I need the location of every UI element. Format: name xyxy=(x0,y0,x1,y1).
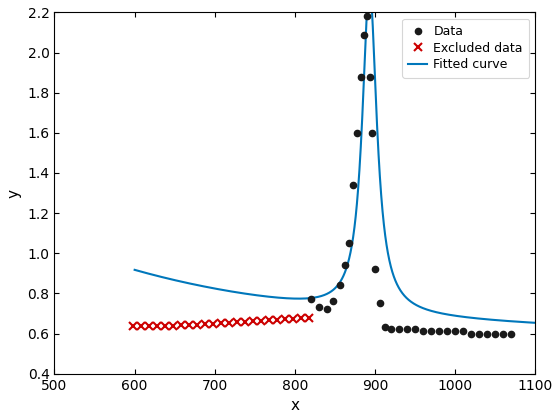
Data xyxy=(354,130,361,135)
Excluded data xyxy=(282,317,289,322)
Excluded data xyxy=(146,323,152,328)
Excluded data xyxy=(306,315,312,320)
Data xyxy=(444,329,451,334)
Fitted curve xyxy=(285,296,292,301)
Excluded data xyxy=(202,322,208,327)
Y-axis label: y: y xyxy=(7,189,22,197)
Data xyxy=(476,331,483,336)
Excluded data xyxy=(178,323,184,328)
Data xyxy=(337,283,343,288)
Excluded data xyxy=(242,319,249,324)
Data xyxy=(364,14,371,19)
Excluded data xyxy=(226,320,232,325)
Data xyxy=(372,267,379,272)
Data xyxy=(357,74,364,79)
Fitted curve xyxy=(524,320,531,325)
Fitted curve xyxy=(131,267,138,272)
Fitted curve xyxy=(201,284,208,289)
Excluded data xyxy=(274,317,281,322)
Excluded data xyxy=(162,323,169,328)
Excluded data xyxy=(234,320,241,325)
Excluded data xyxy=(258,318,265,323)
Data xyxy=(316,305,323,310)
Data xyxy=(484,331,491,336)
Excluded data xyxy=(170,323,176,328)
Line: Data: Data xyxy=(308,13,515,337)
Line: Fitted curve: Fitted curve xyxy=(134,0,535,323)
Data xyxy=(346,241,353,246)
Data xyxy=(366,74,373,79)
Excluded data xyxy=(130,324,137,329)
Data xyxy=(492,331,499,336)
Excluded data xyxy=(154,323,161,328)
Fitted curve xyxy=(302,296,309,301)
Data xyxy=(324,307,330,312)
Data xyxy=(381,325,388,330)
Excluded data xyxy=(290,316,297,321)
Excluded data xyxy=(194,322,200,327)
Excluded data xyxy=(186,323,193,328)
Excluded data xyxy=(218,321,225,326)
Legend: Data, Excluded data, Fitted curve: Data, Excluded data, Fitted curve xyxy=(402,19,529,78)
Data xyxy=(468,331,475,336)
Data xyxy=(376,301,383,306)
Data xyxy=(341,263,348,268)
Line: Excluded data: Excluded data xyxy=(129,314,314,331)
Data xyxy=(368,130,375,135)
Fitted curve xyxy=(481,317,488,322)
Data xyxy=(428,329,435,334)
Fitted curve xyxy=(177,279,184,284)
Data xyxy=(404,327,410,332)
Excluded data xyxy=(210,321,217,326)
Data xyxy=(307,297,314,302)
Data xyxy=(396,327,403,332)
Fitted curve xyxy=(532,320,539,326)
Data xyxy=(420,329,427,334)
X-axis label: x: x xyxy=(291,398,300,413)
Data xyxy=(330,299,337,304)
Data xyxy=(412,327,418,332)
Data xyxy=(388,327,394,332)
Data xyxy=(452,329,459,334)
Excluded data xyxy=(266,318,273,323)
Data xyxy=(361,32,367,37)
Data xyxy=(436,329,442,334)
Data xyxy=(500,331,507,336)
Excluded data xyxy=(250,319,256,324)
Excluded data xyxy=(138,324,144,329)
Data xyxy=(460,329,466,334)
Data xyxy=(350,183,357,188)
Data xyxy=(508,331,515,336)
Excluded data xyxy=(298,316,305,321)
